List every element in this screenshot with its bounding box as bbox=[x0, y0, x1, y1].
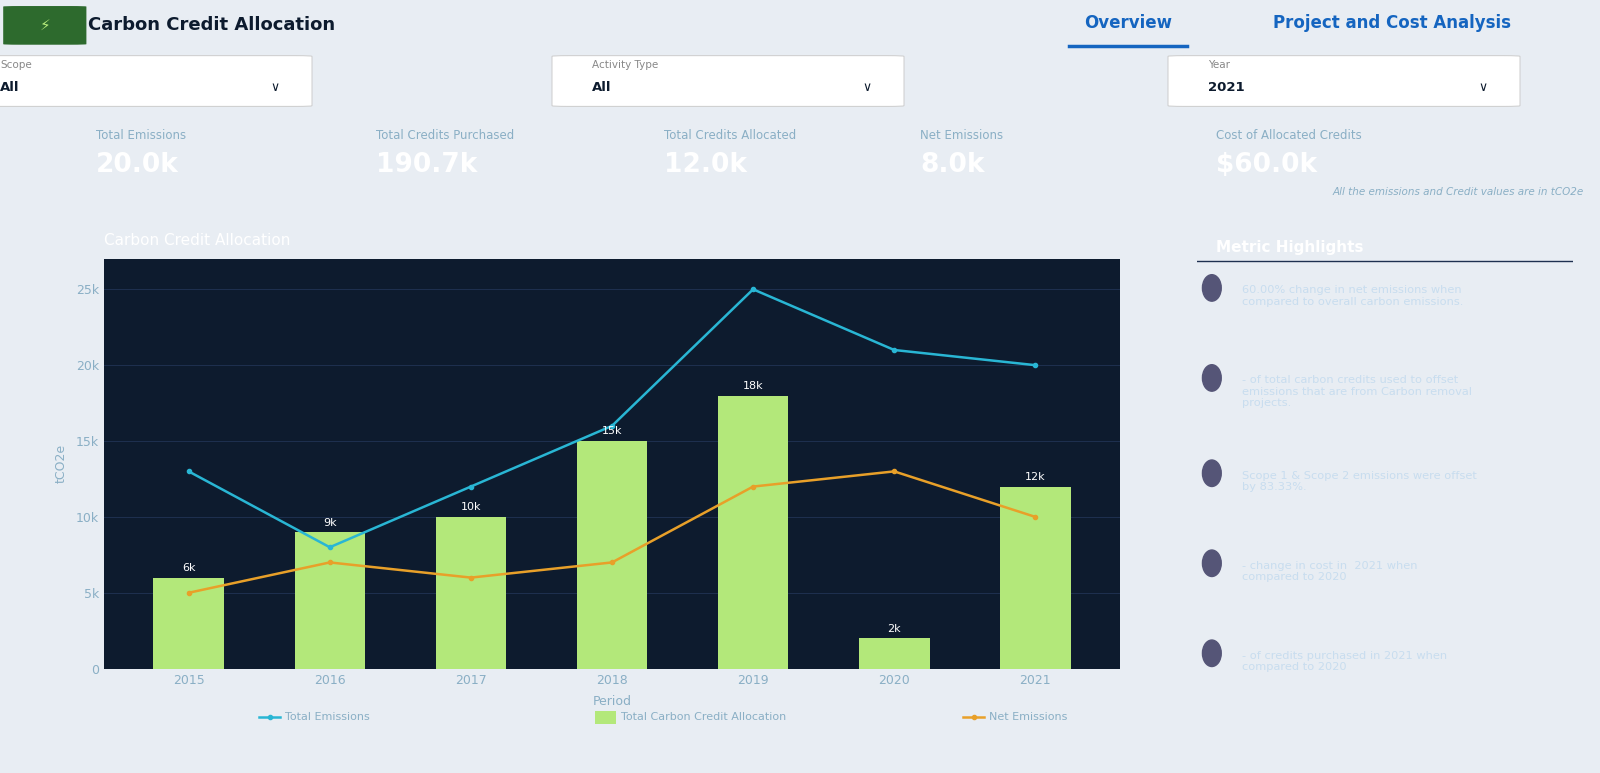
Text: ∨: ∨ bbox=[270, 81, 280, 94]
Bar bbox=[718, 396, 789, 669]
Text: Activity Type: Activity Type bbox=[592, 60, 658, 70]
Bar bbox=[154, 577, 224, 669]
Y-axis label: tCO2e: tCO2e bbox=[54, 444, 67, 483]
Bar bbox=[435, 517, 506, 669]
Text: 15k: 15k bbox=[602, 427, 622, 437]
Text: 9k: 9k bbox=[323, 518, 336, 527]
Text: Net Emissions: Net Emissions bbox=[920, 129, 1003, 142]
Circle shape bbox=[1203, 365, 1221, 391]
Text: ∨: ∨ bbox=[1478, 81, 1488, 94]
Text: - of total carbon credits used to offset
emissions that are from Carbon removal
: - of total carbon credits used to offset… bbox=[1242, 375, 1472, 408]
Text: - change in cost in  2021 when
compared to 2020: - change in cost in 2021 when compared t… bbox=[1242, 560, 1418, 582]
Text: - of credits purchased in 2021 when
compared to 2020: - of credits purchased in 2021 when comp… bbox=[1242, 651, 1446, 673]
Text: Total Credits Allocated: Total Credits Allocated bbox=[664, 129, 797, 142]
Text: 12.0k: 12.0k bbox=[664, 152, 747, 179]
Text: ⚡: ⚡ bbox=[40, 18, 50, 32]
Text: Total Carbon Credit Allocation: Total Carbon Credit Allocation bbox=[621, 713, 786, 722]
Circle shape bbox=[1203, 460, 1221, 486]
Text: Cost of Allocated Credits: Cost of Allocated Credits bbox=[1216, 129, 1362, 142]
Text: Scope 1 & Scope 2 emissions were offset
by 83.33%.: Scope 1 & Scope 2 emissions were offset … bbox=[1242, 471, 1477, 492]
Bar bbox=[294, 532, 365, 669]
X-axis label: Period: Period bbox=[592, 695, 632, 708]
Circle shape bbox=[1203, 640, 1221, 666]
Text: All: All bbox=[0, 81, 19, 94]
Circle shape bbox=[1203, 274, 1221, 301]
Text: Carbon Credit Allocation: Carbon Credit Allocation bbox=[88, 16, 334, 34]
Text: 18k: 18k bbox=[742, 381, 763, 391]
Text: 2021: 2021 bbox=[1208, 81, 1245, 94]
Text: All the emissions and Credit values are in tCO2e: All the emissions and Credit values are … bbox=[1333, 187, 1584, 197]
FancyBboxPatch shape bbox=[1168, 56, 1520, 107]
Text: 6k: 6k bbox=[182, 563, 195, 573]
FancyBboxPatch shape bbox=[3, 6, 86, 45]
Text: $60.0k: $60.0k bbox=[1216, 152, 1317, 179]
Text: Overview: Overview bbox=[1085, 14, 1171, 32]
Text: Total Credits Purchased: Total Credits Purchased bbox=[376, 129, 514, 142]
Bar bbox=[1000, 486, 1070, 669]
Bar bbox=[576, 441, 648, 669]
Text: 8.0k: 8.0k bbox=[920, 152, 984, 179]
Text: Carbon Credit Allocation: Carbon Credit Allocation bbox=[104, 233, 290, 248]
Text: Metric Highlights: Metric Highlights bbox=[1216, 240, 1363, 255]
Text: Total Emissions: Total Emissions bbox=[96, 129, 186, 142]
Text: ∨: ∨ bbox=[862, 81, 872, 94]
Text: Net Emissions: Net Emissions bbox=[989, 713, 1067, 722]
Text: 190.7k: 190.7k bbox=[376, 152, 477, 179]
Text: 2k: 2k bbox=[888, 624, 901, 634]
Circle shape bbox=[1203, 550, 1221, 577]
Text: Year: Year bbox=[1208, 60, 1230, 70]
Text: 10k: 10k bbox=[461, 502, 482, 512]
Text: Project and Cost Analysis: Project and Cost Analysis bbox=[1274, 14, 1510, 32]
Text: 20.0k: 20.0k bbox=[96, 152, 179, 179]
Text: 60.00% change in net emissions when
compared to overall carbon emissions.: 60.00% change in net emissions when comp… bbox=[1242, 285, 1464, 307]
FancyBboxPatch shape bbox=[552, 56, 904, 107]
Bar bbox=[859, 638, 930, 669]
Text: Total Emissions: Total Emissions bbox=[285, 713, 370, 722]
Text: Scope: Scope bbox=[0, 60, 32, 70]
Text: All: All bbox=[592, 81, 611, 94]
FancyBboxPatch shape bbox=[0, 56, 312, 107]
Text: 12k: 12k bbox=[1026, 472, 1046, 482]
